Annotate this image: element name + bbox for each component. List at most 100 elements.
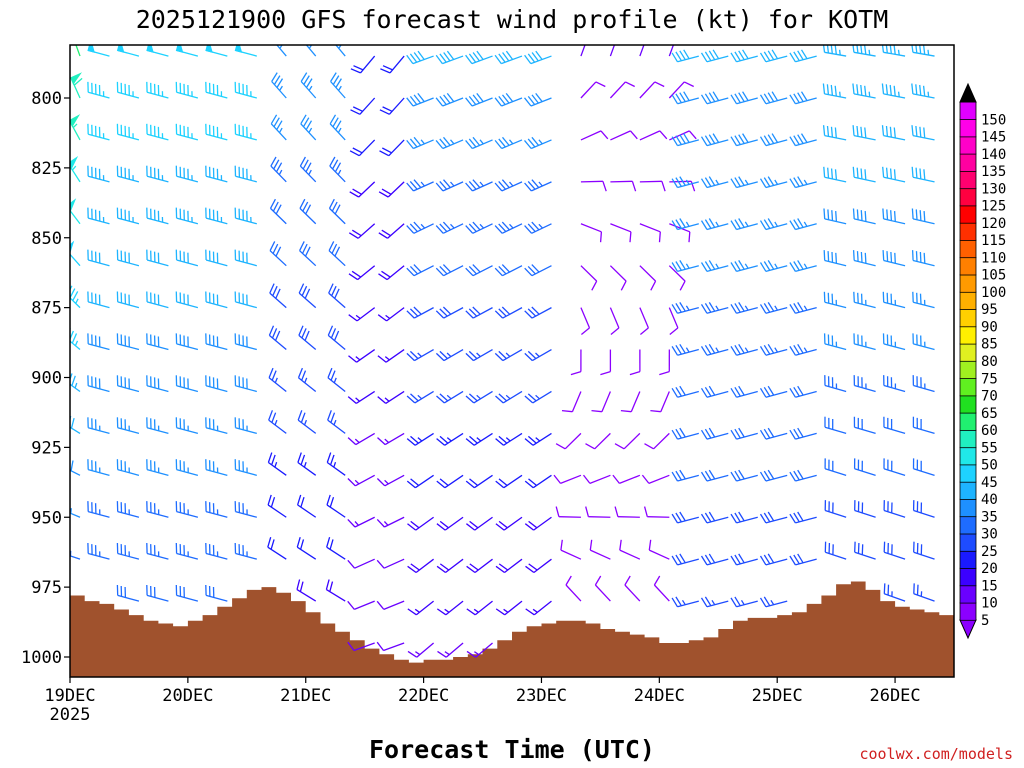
wind-barb: [700, 302, 729, 314]
wind-barb: [643, 506, 670, 518]
wind-barb: [524, 474, 552, 489]
wind-barb: [347, 474, 375, 487]
wind-barb: [730, 469, 758, 482]
colorbar-tick-label: 80: [981, 354, 998, 370]
wind-barb: [234, 542, 257, 560]
wind-barb: [116, 81, 140, 99]
wind-barb: [378, 265, 405, 281]
wind-barb: [912, 416, 935, 435]
wind-barb: [610, 223, 632, 243]
wind-barb: [653, 575, 670, 602]
wind-barb: [379, 139, 405, 157]
wind-barb: [348, 223, 376, 239]
colorbar-swatch: [959, 395, 977, 414]
wind-barb: [87, 123, 110, 141]
wind-barb: [329, 114, 346, 141]
wind-barb: [87, 249, 110, 267]
colorbar-swatch: [959, 136, 977, 155]
y-tick-label: 1000: [21, 648, 62, 668]
colorbar-tick-label: 150: [981, 112, 1006, 128]
wind-barb: [789, 511, 817, 524]
wind-barb: [327, 325, 346, 351]
wind-barb: [730, 133, 758, 147]
wind-barb: [609, 307, 620, 336]
wind-barb: [70, 508, 81, 518]
wind-barb: [494, 264, 523, 277]
wind-barb: [570, 349, 582, 376]
wind-barb: [700, 385, 729, 398]
wind-barb: [671, 469, 699, 482]
wind-barb: [822, 83, 847, 99]
wind-barb: [267, 494, 287, 518]
y-tick-label: 800: [31, 89, 62, 109]
wind-barb: [614, 506, 640, 518]
wind-barb: [853, 291, 876, 309]
colorbar-tick-label: 130: [981, 181, 1006, 197]
wind-barb: [347, 516, 375, 528]
colorbar-swatch: [959, 377, 977, 397]
wind-barb: [466, 516, 493, 531]
wind-barb: [580, 81, 606, 99]
wind-barb: [116, 249, 140, 267]
wind-barb: [585, 432, 611, 450]
wind-barb: [648, 539, 670, 560]
colorbar-swatch: [959, 118, 977, 138]
wind-barb: [612, 474, 641, 485]
wind-barb: [205, 81, 228, 99]
wind-barb: [824, 458, 847, 476]
colorbar-swatch: [959, 101, 977, 121]
wind-barb: [350, 97, 376, 115]
wind-barb: [600, 349, 612, 376]
wind-barb: [555, 506, 581, 518]
colorbar-max-arrow: [959, 82, 977, 103]
wind-barb: [853, 375, 876, 393]
wind-barb: [205, 45, 228, 57]
wind-barb: [406, 221, 434, 234]
wind-barb: [759, 133, 788, 147]
wind-barb: [594, 575, 611, 602]
wind-barb: [759, 427, 788, 440]
wind-barb: [377, 307, 405, 322]
wind-barb: [271, 72, 287, 99]
colorbar-swatch: [959, 326, 977, 345]
wind-barb: [911, 208, 935, 225]
wind-barb: [700, 427, 729, 440]
wind-barb: [639, 307, 649, 336]
wind-barb: [175, 459, 199, 476]
wind-barb: [671, 302, 699, 314]
wind-barb: [853, 416, 876, 435]
wind-barb: [700, 176, 729, 189]
wind-barb: [267, 452, 287, 476]
x-tick-label: 22DEC: [398, 686, 449, 706]
wind-barb: [911, 125, 935, 141]
credit-text[interactable]: coolwx.com/models: [859, 745, 1013, 763]
wind-barb: [700, 218, 729, 231]
wind-barb: [205, 249, 228, 267]
colorbar-min-arrow: [959, 619, 977, 640]
wind-barb: [671, 133, 699, 147]
wind-barb: [759, 511, 788, 524]
wind-barb: [116, 584, 140, 602]
colorbar-swatch: [959, 585, 977, 604]
wind-barb: [269, 241, 287, 267]
wind-barb: [175, 249, 199, 267]
x-axis-label: Forecast Time (UTC): [369, 735, 655, 764]
wind-barb: [350, 55, 376, 74]
wind-barb: [524, 179, 552, 192]
wind-barb: [87, 81, 110, 99]
wind-barb: [436, 432, 464, 446]
wind-barb: [116, 417, 140, 435]
wind-barb: [823, 291, 847, 309]
wind-barb: [553, 474, 582, 485]
wind-barb: [335, 45, 346, 57]
colorbar-swatch: [959, 602, 977, 621]
wind-barb: [87, 459, 110, 476]
wind-barb: [759, 176, 788, 189]
wind-barb: [376, 600, 405, 611]
colorbar-swatch: [959, 516, 977, 535]
wind-barb: [730, 49, 758, 63]
wind-barb: [465, 348, 493, 362]
colorbar-tick-label: 115: [981, 233, 1006, 249]
